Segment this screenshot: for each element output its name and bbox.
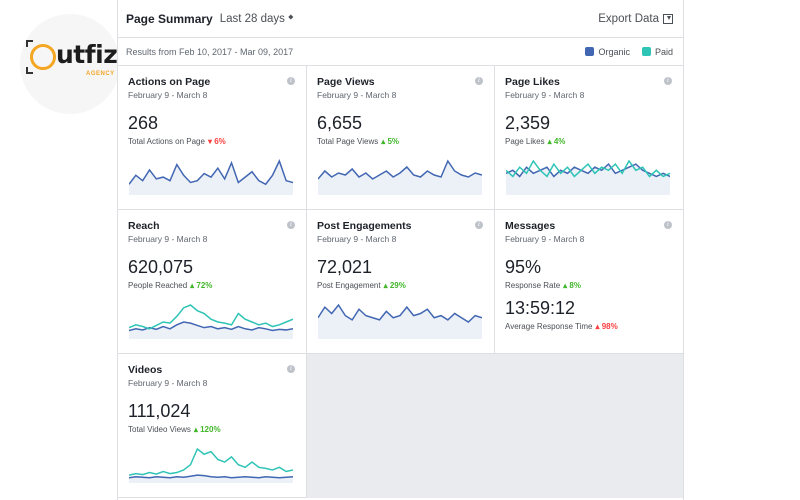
info-icon[interactable]: i <box>475 77 483 85</box>
card-secondary-value: 13:59:12 <box>505 298 576 318</box>
logo-bracket-icon <box>26 67 33 74</box>
paid-series-line <box>506 159 670 178</box>
logo-wordmark: utfiz <box>56 40 118 69</box>
card-label: Total Actions on Page <box>128 137 205 146</box>
info-icon[interactable]: i <box>287 365 295 373</box>
metrics-grid: Actions on Page February 9 - March 8 i 2… <box>118 66 683 498</box>
card-title: Videos <box>128 364 163 376</box>
sparkline-chart <box>129 447 293 483</box>
sparkline-chart <box>129 304 293 339</box>
info-icon[interactable]: i <box>475 221 483 229</box>
card-value: 72,021 <box>317 257 373 277</box>
organic-series-line <box>129 474 293 479</box>
organic-series-area <box>129 322 293 339</box>
card-value: 268 <box>128 113 159 133</box>
card-actions-on-page[interactable]: Actions on Page February 9 - March 8 i 2… <box>118 66 307 210</box>
date-range-selector[interactable]: Last 28 days <box>219 12 285 25</box>
change-up-indicator: ▴ 120% <box>193 425 221 434</box>
legend-organic: Organic <box>585 47 630 57</box>
organic-series-line <box>129 321 293 332</box>
organic-series-line <box>506 162 670 178</box>
card-label: Post Engagement <box>317 281 381 290</box>
card-value: 95% <box>505 257 542 277</box>
paid-series-line <box>129 447 293 476</box>
info-icon[interactable]: i <box>287 77 295 85</box>
agency-logo: utfiz AGENCY <box>20 14 120 114</box>
card-reach[interactable]: Reach February 9 - March 8 i 620,075 Peo… <box>118 210 307 354</box>
card-value: 620,075 <box>128 257 194 277</box>
logo-subtitle: AGENCY <box>86 71 115 77</box>
organic-series-area <box>129 475 293 483</box>
card-label: Total Page Views <box>317 137 379 146</box>
change-up-indicator: ▴ 29% <box>383 281 406 290</box>
paid-series-line <box>129 304 293 330</box>
info-icon[interactable]: i <box>664 77 672 85</box>
change-down-indicator: ▾ 6% <box>207 137 226 146</box>
empty-grid-area <box>307 354 683 498</box>
card-date-range: February 9 - March 8 <box>317 90 397 100</box>
change-up-indicator: ▴ 5% <box>381 137 400 146</box>
sort-caret-icon[interactable]: ⯁ <box>287 14 294 22</box>
organic-series-line <box>318 159 482 180</box>
card-label: Response Rate <box>505 281 561 290</box>
change-up-indicator: ▴ 8% <box>563 281 581 290</box>
change-up-indicator: ▴ 72% <box>190 281 213 290</box>
organic-swatch <box>585 47 595 56</box>
card-value: 6,655 <box>317 113 363 133</box>
card-value: 2,359 <box>505 113 551 133</box>
results-bar: Results from Feb 10, 2017 - Mar 09, 2017… <box>118 38 683 66</box>
card-title: Page Likes <box>505 76 560 88</box>
export-icon[interactable] <box>663 13 673 24</box>
organic-series-area <box>506 164 670 195</box>
change-up-indicator: ▴ 4% <box>547 137 566 146</box>
logo-ring-icon <box>30 44 56 70</box>
card-post-engagements[interactable]: Post Engagements February 9 - March 8 i … <box>307 210 495 354</box>
card-page-likes[interactable]: Page Likes February 9 - March 8 i 2,359 … <box>495 66 683 210</box>
change-up-indicator: ▴ 98% <box>595 322 618 331</box>
card-label: Page Likes <box>505 137 545 146</box>
sparkline-chart <box>129 159 293 195</box>
info-icon[interactable]: i <box>664 221 672 229</box>
results-range-text: Results from Feb 10, 2017 - Mar 09, 2017 <box>126 46 294 57</box>
page-title: Page Summary <box>126 11 213 26</box>
card-date-range: February 9 - March 8 <box>128 378 208 388</box>
legend-paid-label: Paid <box>654 46 673 57</box>
card-videos[interactable]: Videos February 9 - March 8 i 111,024 To… <box>118 354 307 498</box>
card-date-range: February 9 - March 8 <box>128 234 208 244</box>
summary-header: Page Summary Last 28 days ⯁ Export Data <box>118 0 683 38</box>
sparkline-chart <box>318 303 482 339</box>
card-messages[interactable]: Messages February 9 - March 8 i 95% Resp… <box>495 210 683 354</box>
card-title: Post Engagements <box>317 220 412 232</box>
card-label: Total Video Views <box>128 425 191 434</box>
card-date-range: February 9 - March 8 <box>505 234 585 244</box>
sparkline-chart <box>318 159 482 195</box>
page-summary-panel: Page Summary Last 28 days ⯁ Export Data … <box>117 0 684 500</box>
card-secondary-label: Average Response Time <box>505 322 593 331</box>
card-value: 111,024 <box>128 401 191 421</box>
legend-paid: Paid <box>641 46 673 57</box>
organic-series-line <box>129 159 293 186</box>
info-icon[interactable]: i <box>287 221 295 229</box>
card-date-range: February 9 - March 8 <box>505 90 585 100</box>
card-title: Actions on Page <box>128 76 211 88</box>
legend-organic-label: Organic <box>598 46 630 57</box>
card-title: Reach <box>128 220 160 232</box>
logo-bracket-icon <box>26 40 33 47</box>
export-data-button[interactable]: Export Data <box>598 12 659 25</box>
card-date-range: February 9 - March 8 <box>317 234 397 244</box>
organic-series-area <box>318 161 482 195</box>
organic-series-line <box>318 303 482 323</box>
sparkline-chart <box>506 159 670 195</box>
card-page-views[interactable]: Page Views February 9 - March 8 i 6,655 … <box>307 66 495 210</box>
card-title: Page Views <box>317 76 375 88</box>
organic-series-area <box>129 161 293 195</box>
paid-swatch <box>641 47 651 56</box>
card-label: People Reached <box>128 281 188 290</box>
organic-series-area <box>318 305 482 339</box>
card-title: Messages <box>505 220 556 232</box>
card-date-range: February 9 - March 8 <box>128 90 208 100</box>
